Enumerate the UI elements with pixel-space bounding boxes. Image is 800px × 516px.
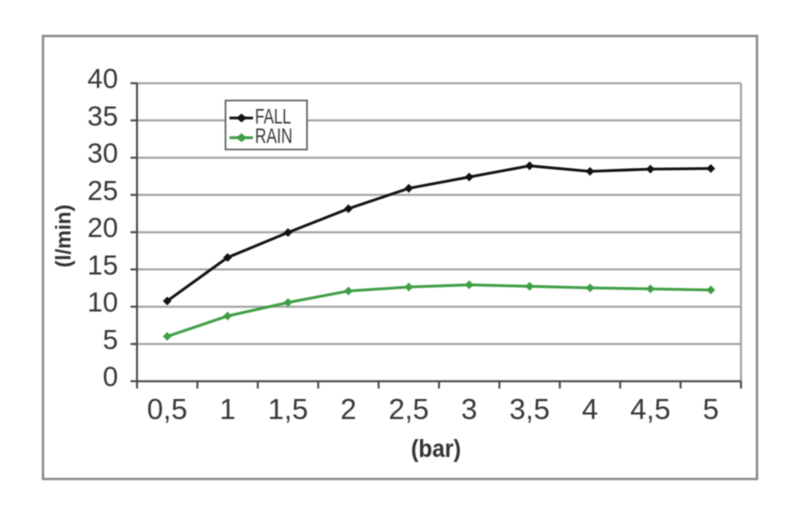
svg-text:15: 15 (87, 249, 118, 280)
svg-text:2: 2 (340, 394, 356, 426)
svg-text:30: 30 (87, 138, 118, 169)
svg-text:1,5: 1,5 (268, 394, 308, 426)
svg-text:4: 4 (582, 394, 598, 426)
svg-text:3,5: 3,5 (509, 394, 549, 426)
svg-text:25: 25 (87, 175, 118, 206)
svg-text:2,5: 2,5 (389, 394, 429, 426)
svg-text:1: 1 (220, 394, 236, 426)
svg-text:3: 3 (461, 394, 477, 426)
svg-text:5: 5 (703, 394, 719, 426)
svg-text:0: 0 (103, 361, 118, 392)
svg-text:10: 10 (87, 287, 118, 318)
svg-text:(l/min): (l/min) (52, 205, 76, 268)
svg-text:(bar): (bar) (411, 435, 461, 463)
svg-text:4,5: 4,5 (630, 394, 670, 426)
svg-text:40: 40 (87, 63, 118, 94)
svg-text:RAIN: RAIN (255, 125, 293, 148)
svg-text:5: 5 (103, 324, 118, 355)
svg-text:0,5: 0,5 (147, 394, 187, 426)
svg-text:FALL: FALL (255, 105, 291, 128)
svg-text:20: 20 (87, 212, 118, 243)
svg-text:35: 35 (87, 100, 118, 131)
